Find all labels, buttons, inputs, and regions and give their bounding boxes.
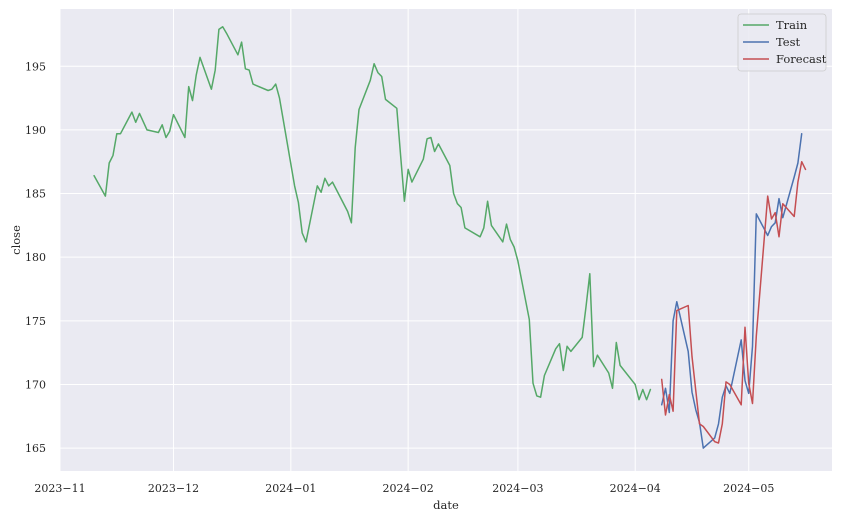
- x-tick-label: 2024−04: [610, 482, 661, 495]
- y-tick-label: 165: [25, 442, 46, 455]
- x-tick-label: 2024−05: [723, 482, 774, 495]
- grid-lines: [59, 9, 832, 471]
- y-tick-label: 170: [25, 378, 46, 391]
- legend-box: [737, 13, 827, 72]
- y-tick-label: 190: [25, 124, 46, 137]
- series-line-forecast: [660, 160, 807, 444]
- plot-area: [60, 9, 832, 471]
- series-line-test: [660, 132, 803, 449]
- y-tick-label: 185: [25, 188, 46, 201]
- legend-label-train: Train: [776, 18, 808, 32]
- y-axis-label: close: [9, 225, 23, 255]
- x-tick-label: 2023−11: [34, 482, 85, 495]
- x-tick-label: 2024−02: [383, 482, 434, 495]
- x-tick-label: 2023−12: [148, 482, 199, 495]
- x-tick-labels: 2023−11 2023−12 2024−01 2024−02 2024−03 2024−…: [34, 482, 774, 495]
- x-axis-label: date: [433, 498, 459, 512]
- y-tick-label: 180: [25, 251, 46, 264]
- x-tick-label: 2024−03: [492, 482, 543, 495]
- y-tick-labels: 165 170 175 180 185 190 195: [25, 60, 46, 455]
- series-lines: [93, 26, 807, 449]
- y-tick-label: 195: [25, 60, 46, 73]
- legend-label-forecast: Forecast: [776, 52, 827, 66]
- x-tick-label: 2024−01: [265, 482, 316, 495]
- legend-label-test: Test: [776, 35, 800, 49]
- y-tick-label: 175: [25, 315, 46, 328]
- series-line-train: [93, 26, 652, 401]
- legend: Train Test Forecast: [737, 13, 827, 72]
